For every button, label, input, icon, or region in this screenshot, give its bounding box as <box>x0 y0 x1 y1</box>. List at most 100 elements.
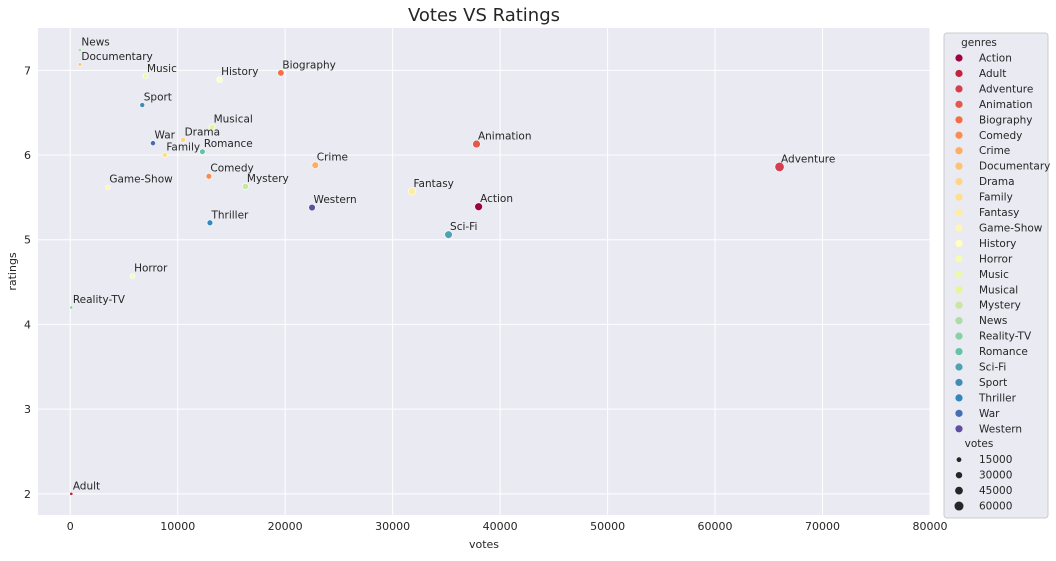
point-label: Western <box>314 194 357 206</box>
legend-marker <box>955 85 963 93</box>
legend-label: Sport <box>979 377 1007 389</box>
data-point <box>161 152 168 159</box>
y-tick-label: 4 <box>24 318 31 331</box>
point-label: Sport <box>144 92 172 104</box>
legend-label: Western <box>979 423 1022 435</box>
x-tick-label: 40000 <box>483 520 518 533</box>
legend-label: Sci-Fi <box>979 362 1006 374</box>
legend: genres Action Adult Adventure Animation Biog… <box>943 32 1050 519</box>
x-tick-label: 30000 <box>375 520 410 533</box>
x-tick-label: 10000 <box>160 520 195 533</box>
x-axis-label: votes <box>469 538 499 551</box>
legend-marker <box>955 224 963 232</box>
grid-lines <box>38 28 931 515</box>
data-point <box>69 305 74 310</box>
data-point <box>105 184 111 190</box>
legend-marker <box>955 178 963 186</box>
legend-label: Mystery <box>979 300 1021 312</box>
legend-marker <box>955 301 963 309</box>
legend-label: Comedy <box>979 130 1022 142</box>
legend-marker <box>955 54 963 62</box>
data-point <box>242 182 249 190</box>
plot-area <box>38 28 930 515</box>
point-label: Family <box>166 142 200 154</box>
data-point <box>77 62 83 67</box>
point-label: Mystery <box>247 173 289 185</box>
data-point <box>407 187 417 196</box>
legend-label: Fantasy <box>979 207 1019 219</box>
data-points <box>69 47 785 496</box>
point-label: Documentary <box>81 51 152 63</box>
legend-size-label: 60000 <box>979 501 1012 513</box>
point-label: Animation <box>478 131 532 143</box>
legend-marker <box>955 208 963 217</box>
legend-items: Action Adult Adventure Animation Biography Co… <box>955 53 1050 435</box>
legend-label: News <box>979 315 1007 327</box>
x-tick-label: 70000 <box>805 520 840 533</box>
legend-size-label: 15000 <box>979 454 1012 466</box>
data-point <box>208 123 216 131</box>
data-point <box>444 230 453 239</box>
legend-marker <box>955 162 963 170</box>
legend-label: Thriller <box>978 392 1017 404</box>
data-point <box>311 161 319 169</box>
data-point <box>150 140 156 147</box>
legend-marker <box>955 378 963 387</box>
legend-marker <box>955 255 963 263</box>
point-label: Adult <box>73 480 100 492</box>
legend-marker <box>955 332 963 340</box>
legend-size-label: 45000 <box>979 485 1012 497</box>
legend-marker <box>955 394 963 402</box>
legend-marker <box>955 116 963 124</box>
legend-label: Musical <box>979 284 1018 296</box>
x-axis-ticks: 0 10000 20000 30000 40000 50000 60000 70000 8000… <box>67 520 948 533</box>
x-tick-label: 80000 <box>913 520 948 533</box>
y-tick-label: 5 <box>24 234 31 247</box>
legend-label: Documentary <box>979 161 1050 173</box>
legend-marker <box>955 239 963 247</box>
data-point <box>774 161 785 172</box>
legend-marker <box>955 347 963 356</box>
legend-marker <box>955 363 963 371</box>
legend-box <box>943 32 1049 519</box>
point-label: Crime <box>317 152 348 164</box>
point-label: Sci-Fi <box>450 221 477 233</box>
legend-label: Horror <box>979 253 1013 265</box>
legend-label: History <box>979 238 1016 250</box>
legend-marker <box>955 317 963 325</box>
data-point <box>308 203 316 212</box>
legend-size-label: 30000 <box>979 470 1012 482</box>
x-tick-label: 0 <box>67 520 74 533</box>
legend-label: Animation <box>979 99 1033 111</box>
legend-label: Biography <box>979 114 1033 126</box>
y-axis-ticks: 2 3 4 5 6 7 <box>24 64 31 500</box>
x-tick-label: 20000 <box>268 520 303 533</box>
data-point <box>216 76 223 83</box>
legend-size-marker <box>954 501 964 511</box>
data-point <box>206 219 214 227</box>
point-label: Reality-TV <box>73 294 126 306</box>
data-point <box>142 73 149 80</box>
y-tick-label: 3 <box>24 403 31 416</box>
legend-label: Game-Show <box>979 222 1043 234</box>
legend-label: War <box>979 408 1000 420</box>
point-label: Drama <box>185 126 221 138</box>
legend-marker <box>955 69 963 78</box>
x-tick-label: 60000 <box>698 520 733 533</box>
chart-title: Votes VS Ratings <box>408 5 560 26</box>
legend-marker <box>955 100 963 108</box>
legend-label: Reality-TV <box>979 331 1032 343</box>
point-label: History <box>221 66 258 78</box>
point-label: Musical <box>214 114 253 126</box>
legend-marker <box>955 286 963 294</box>
legend-marker <box>955 409 963 417</box>
y-tick-label: 2 <box>24 488 31 501</box>
point-label: Horror <box>134 263 168 275</box>
point-label: War <box>154 130 175 142</box>
legend-size-marker <box>956 457 962 463</box>
point-label: Game-Show <box>109 174 173 186</box>
data-point <box>69 491 74 496</box>
data-point <box>472 139 481 149</box>
data-point <box>205 173 213 180</box>
